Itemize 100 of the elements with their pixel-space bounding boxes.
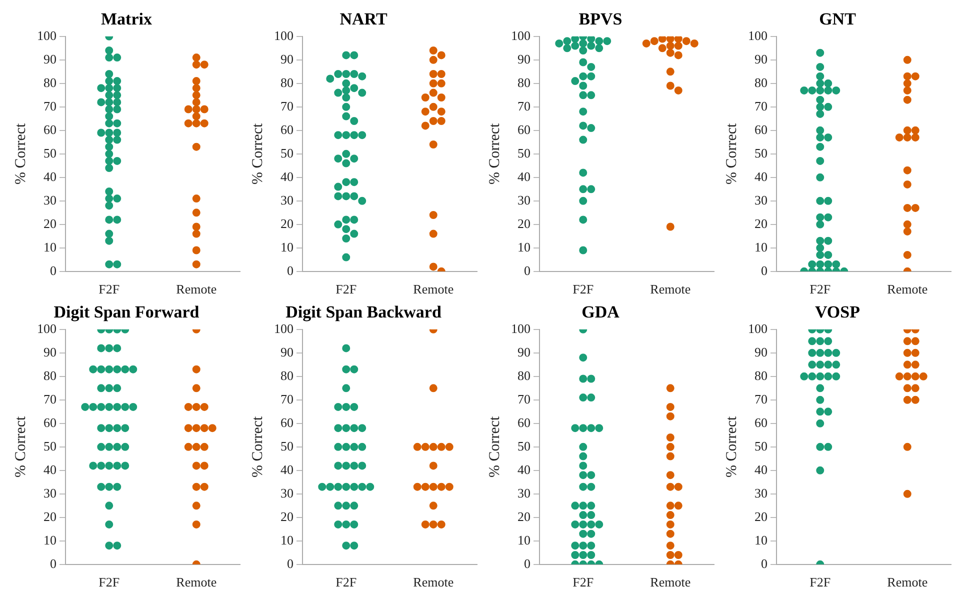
y-tick-label: 70 <box>518 391 530 406</box>
y-tick-label: 30 <box>518 485 530 500</box>
x-tick-label: Remote <box>650 282 691 297</box>
y-tick-label: 40 <box>518 462 530 477</box>
y-tick-label: 80 <box>518 74 530 90</box>
y-tick-label: 100 <box>37 28 56 43</box>
y-tick-label: 60 <box>280 122 294 137</box>
y-tick-label: 100 <box>274 28 294 43</box>
y-tick-label: 100 <box>511 28 530 43</box>
y-tick-label: 40 <box>518 168 530 184</box>
y-tick-label: 80 <box>518 368 530 383</box>
y-tick-label: 80 <box>44 74 56 90</box>
chart-title: BPVS <box>578 10 622 29</box>
chart-title: GNT <box>819 10 857 29</box>
y-tick-label: 30 <box>754 485 768 500</box>
y-tick-label: 90 <box>518 344 530 360</box>
y-tick-label: 90 <box>754 51 768 66</box>
y-tick-label: 10 <box>754 532 768 548</box>
y-tick-label: 20 <box>280 508 294 524</box>
chart-title: Matrix <box>101 10 152 29</box>
y-tick-label: 40 <box>44 462 56 477</box>
y-tick-label: 70 <box>44 98 56 114</box>
y-tick-label: 0 <box>287 556 294 571</box>
y-tick-label: 70 <box>518 98 530 114</box>
x-tick-label: Remote <box>650 574 691 590</box>
y-tick-label: 80 <box>44 368 56 383</box>
y-tick-label: 0 <box>761 262 768 278</box>
y-tick-label: 20 <box>518 216 530 231</box>
y-tick-label: 70 <box>280 391 294 406</box>
y-tick-label: 60 <box>754 414 768 430</box>
y-tick-label: 30 <box>44 192 56 208</box>
y-tick-label: 100 <box>748 320 768 336</box>
y-tick-label: 10 <box>44 532 56 548</box>
y-tick-label: 70 <box>754 98 768 114</box>
y-tick-label: 20 <box>44 508 56 524</box>
y-tick-label: 0 <box>50 262 56 278</box>
y-tick-label: 90 <box>44 51 56 66</box>
y-tick-label: 40 <box>754 168 768 184</box>
y-tick-label: 100 <box>748 28 768 43</box>
chart-title: VOSP <box>815 302 860 322</box>
x-tick-label: F2F <box>572 282 594 297</box>
y-tick-label: 80 <box>280 74 294 90</box>
y-tick-label: 0 <box>524 556 530 571</box>
y-axis-title: % Correct <box>250 415 266 478</box>
y-tick-label: 30 <box>754 192 768 208</box>
y-tick-label: 90 <box>280 51 294 66</box>
y-tick-label: 40 <box>280 462 294 477</box>
x-tick-label: Remote <box>887 574 928 590</box>
y-tick-label: 0 <box>287 262 294 278</box>
y-tick-label: 60 <box>280 414 294 430</box>
y-axis-title: % Correct <box>724 415 740 478</box>
y-tick-label: 50 <box>280 145 294 160</box>
y-tick-label: 0 <box>761 556 768 571</box>
y-tick-label: 10 <box>518 239 530 254</box>
chart-title: NART <box>340 10 388 29</box>
y-tick-label: 60 <box>44 414 56 430</box>
chart-title: Digit Span Backward <box>286 302 442 322</box>
y-tick-label: 100 <box>274 320 294 336</box>
y-axis-title: % Correct <box>250 122 266 185</box>
x-tick-label: Remote <box>887 282 928 297</box>
y-tick-label: 50 <box>518 438 530 454</box>
y-tick-label: 30 <box>44 485 56 500</box>
y-tick-label: 20 <box>518 508 530 524</box>
y-tick-label: 90 <box>518 51 530 66</box>
y-tick-label: 30 <box>280 192 294 208</box>
y-tick-label: 40 <box>280 168 294 184</box>
chart-title: GDA <box>582 302 620 322</box>
x-tick-label: F2F <box>336 574 357 590</box>
x-tick-label: F2F <box>336 282 357 297</box>
chart-title: Digit Span Forward <box>54 302 200 322</box>
y-tick-label: 60 <box>518 122 530 137</box>
y-tick-label: 100 <box>37 320 56 336</box>
x-tick-label: Remote <box>176 282 217 297</box>
x-tick-label: Remote <box>176 574 217 590</box>
y-tick-label: 40 <box>44 168 56 184</box>
y-axis-title: % Correct <box>12 122 29 185</box>
y-tick-label: 10 <box>518 532 530 548</box>
y-tick-label: 10 <box>280 532 294 548</box>
x-tick-label: F2F <box>810 282 831 297</box>
y-tick-label: 40 <box>754 462 768 477</box>
y-tick-label: 80 <box>754 368 768 383</box>
y-tick-label: 20 <box>44 216 56 231</box>
y-tick-label: 50 <box>518 145 530 160</box>
y-tick-label: 60 <box>518 414 530 430</box>
y-axis-title: % Correct <box>724 122 740 185</box>
x-tick-label: Remote <box>413 282 454 297</box>
y-tick-label: 50 <box>754 438 768 454</box>
y-axis-title: % Correct <box>12 415 29 478</box>
y-tick-label: 100 <box>511 320 530 336</box>
y-tick-label: 0 <box>524 262 530 278</box>
y-tick-label: 10 <box>44 239 56 254</box>
y-tick-label: 90 <box>44 344 56 360</box>
y-tick-label: 50 <box>44 145 56 160</box>
y-tick-label: 90 <box>280 344 294 360</box>
y-tick-label: 60 <box>754 122 768 137</box>
y-tick-label: 20 <box>280 216 294 231</box>
y-axis-title: % Correct <box>486 122 503 185</box>
y-tick-label: 30 <box>280 485 294 500</box>
y-axis-title: % Correct <box>486 415 503 478</box>
y-tick-label: 60 <box>44 122 56 137</box>
